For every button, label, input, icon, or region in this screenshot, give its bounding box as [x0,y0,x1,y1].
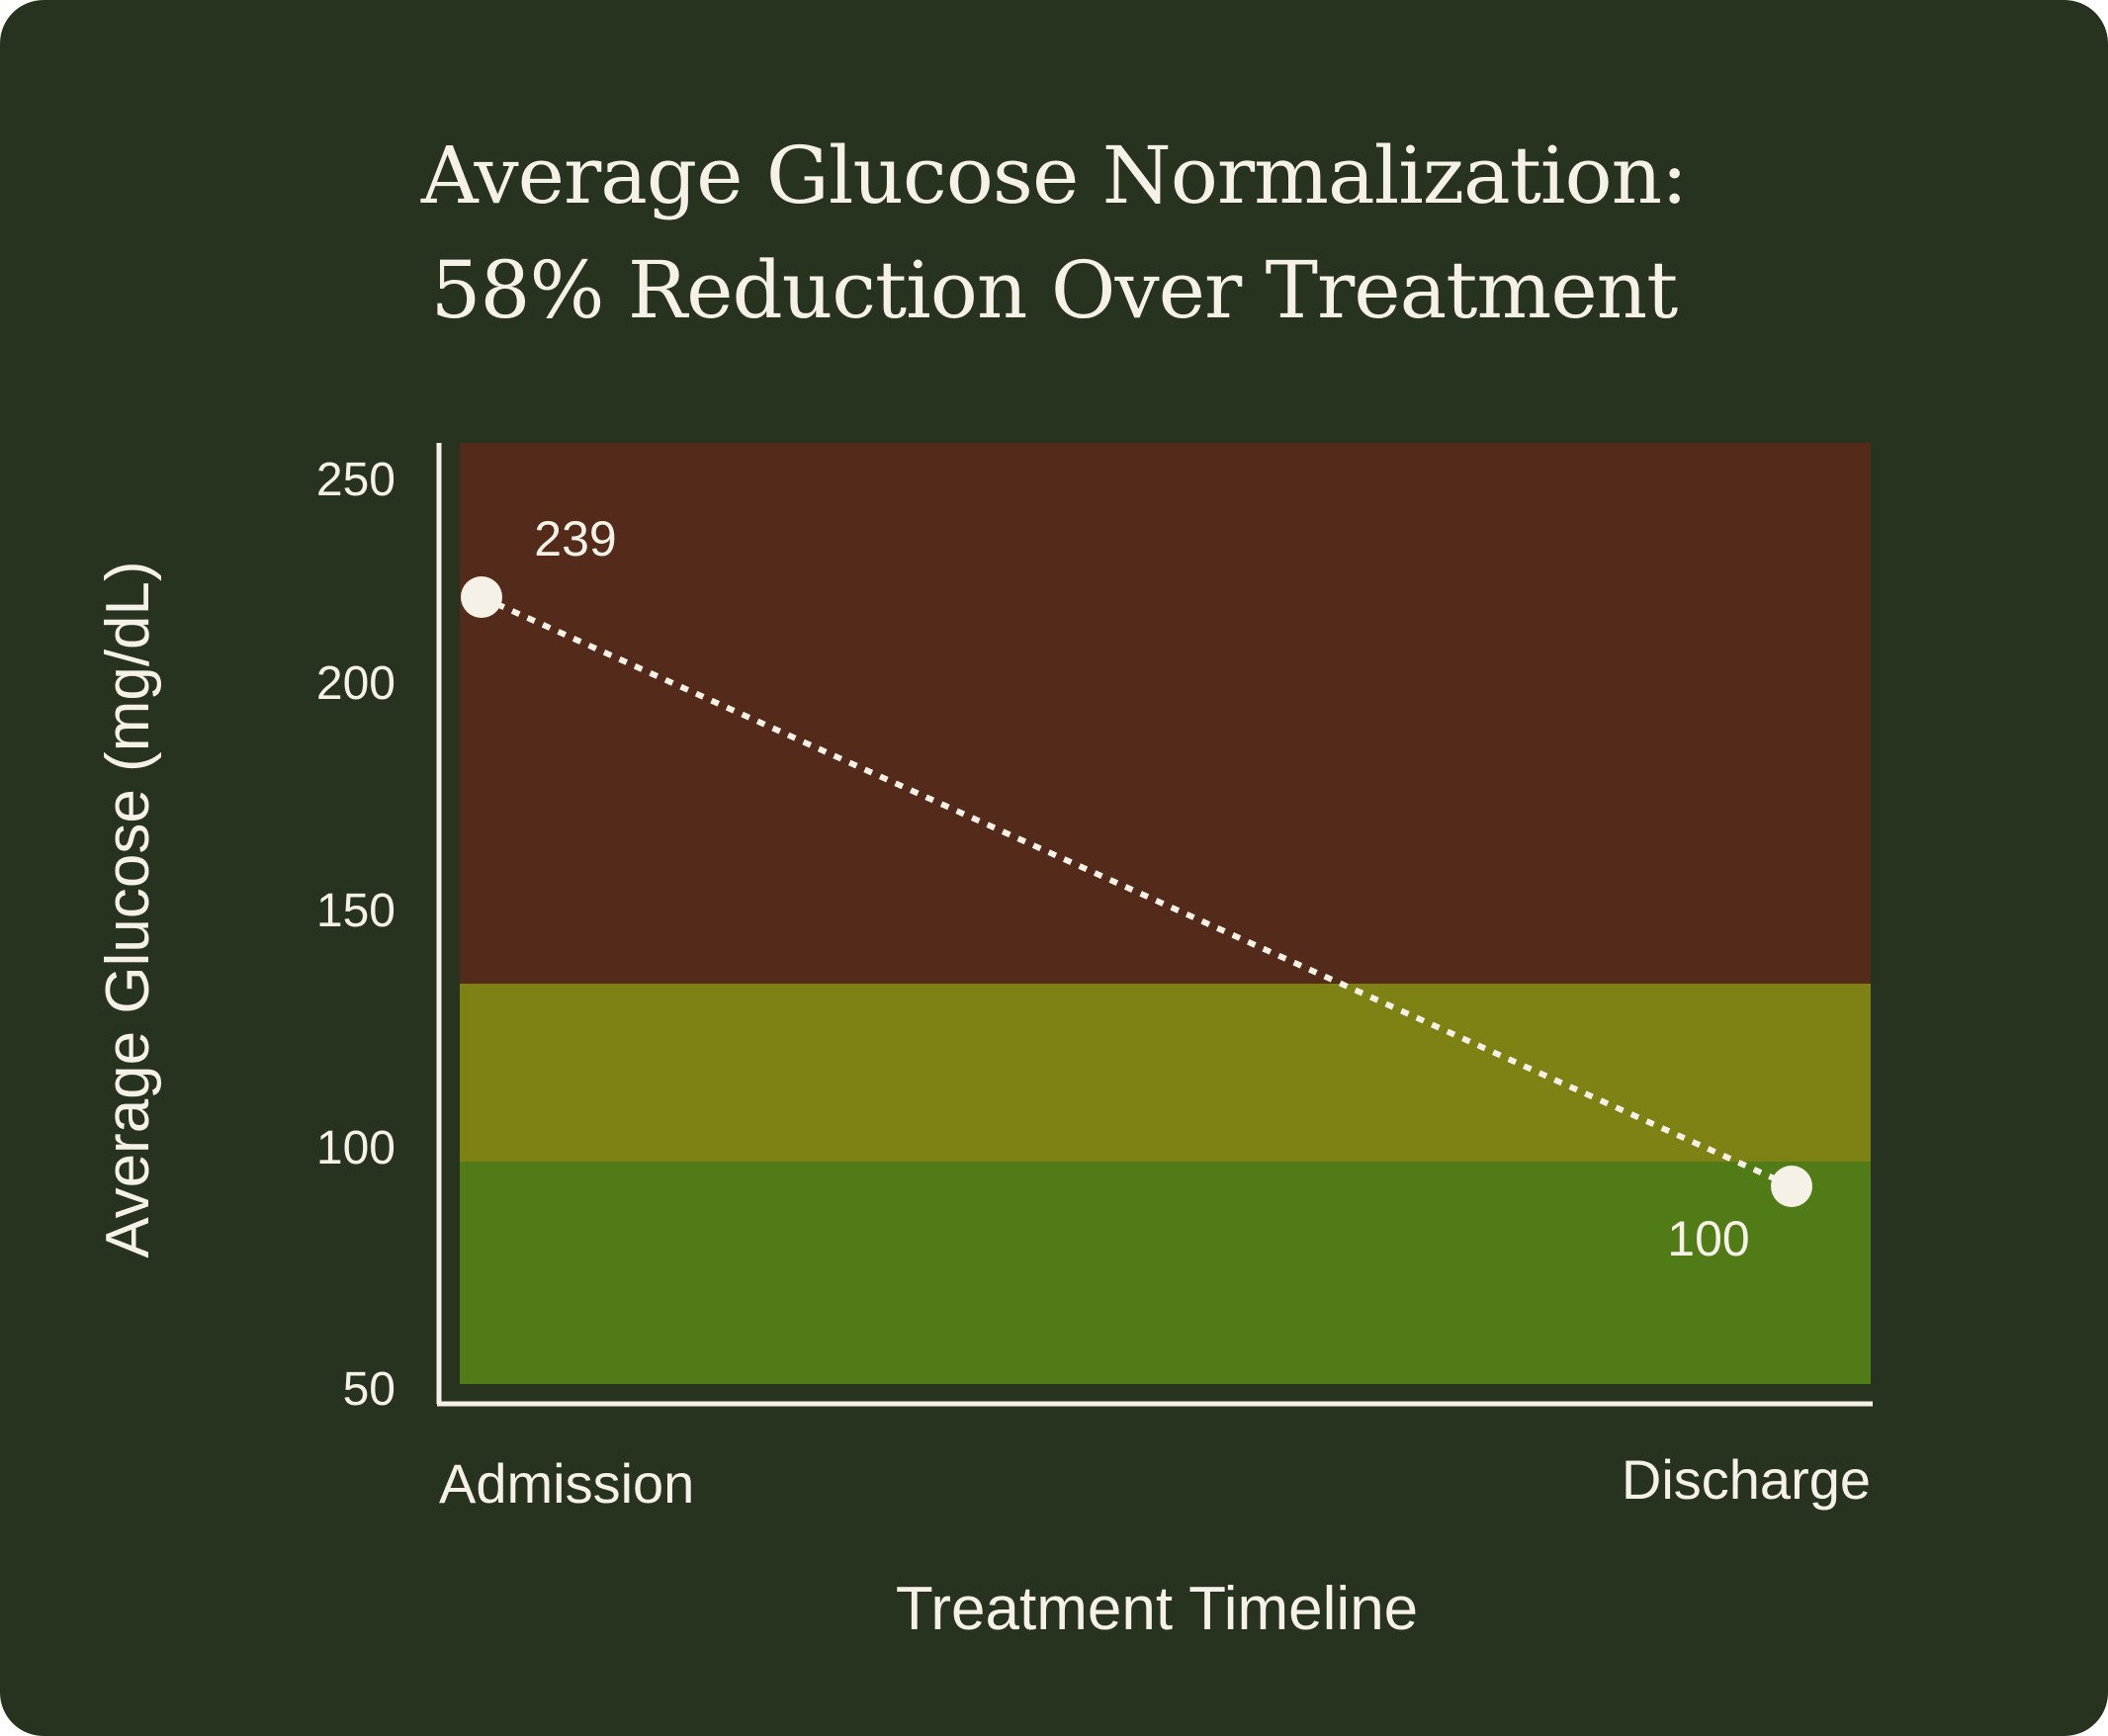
data-label-discharge: 100 [1667,1211,1749,1266]
x-category-labels: Admission Discharge [439,1448,1871,1515]
range-band-0 [460,1162,1871,1384]
x-tick-admission: Admission [439,1452,694,1515]
data-point-discharge [1771,1166,1812,1207]
chart-title: Average Glucose Normalization: [420,130,1688,221]
series-glucose: 239 100 [461,511,1812,1266]
x-tick-discharge: Discharge [1622,1448,1871,1511]
y-tick-250: 250 [316,454,395,506]
y-tick-150: 150 [316,885,395,937]
y-tick-200: 200 [316,657,395,710]
series-line [480,594,1794,1189]
chart-title-block: Average Glucose Normalization: 58% Reduc… [0,119,2108,348]
y-axis-title: Average Glucose (mg/dL) [94,561,162,1258]
x-axis-title: Treatment Timeline [896,1575,1418,1643]
y-tick-100: 100 [316,1122,395,1174]
data-point-admission [461,576,502,618]
y-tick-50: 50 [343,1363,395,1416]
range-bands [460,443,1871,1384]
range-band-2 [460,443,1871,984]
chart-subtitle: 58% Reduction Over Treatment [430,244,1679,336]
y-tick-labels: 250 200 150 100 50 [316,454,395,1416]
range-band-1 [460,984,1871,1162]
axes [436,443,1873,1407]
data-label-admission: 239 [534,511,616,566]
